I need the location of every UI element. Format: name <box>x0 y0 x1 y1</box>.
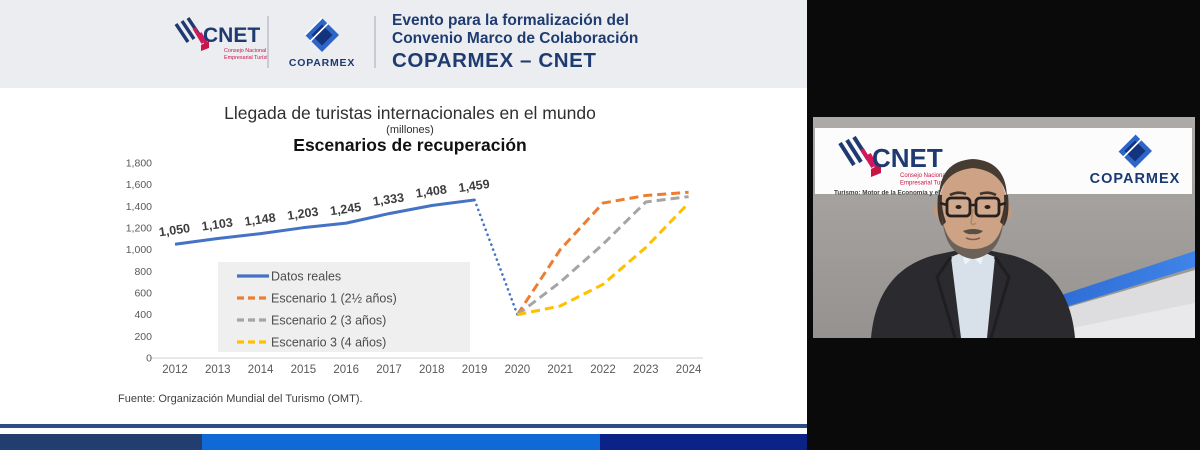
chart-source-note: Fuente: Organización Mundial del Turismo… <box>118 393 363 405</box>
shirt <box>951 248 995 338</box>
coparmex-logo: COPARMEX <box>289 17 355 69</box>
series-line <box>516 190 689 316</box>
y-tick-label: 600 <box>134 288 152 300</box>
legend-label: Escenario 3 (4 años) <box>271 336 386 350</box>
chart-unit-label: (millones) <box>386 124 434 136</box>
banner-cnet-text: CNET <box>872 143 943 173</box>
y-tick-label: 1,800 <box>126 158 152 170</box>
y-tick-label: 1,200 <box>126 223 152 235</box>
banner-cnet-tagline: Turismo: Motor de la Economía y el Creci… <box>834 190 978 197</box>
banner-cnet-sub2: Empresarial Turístico <box>900 181 957 187</box>
event-title-line3: COPARMEX – CNET <box>392 49 597 72</box>
header-divider <box>267 16 269 68</box>
data-label: 1,050 <box>158 221 191 239</box>
x-tick-label: 2016 <box>333 364 359 376</box>
slide-footer-rule <box>0 424 807 428</box>
series-line <box>517 202 690 317</box>
x-tick-label: 2020 <box>505 364 531 376</box>
chart-title-block: Llegada de turistas internacionales en e… <box>118 103 702 155</box>
footer-bar-darkblue <box>600 434 807 450</box>
series-line <box>516 195 689 316</box>
speaker-video: CNET Consejo Nacional Empresarial Turíst… <box>813 117 1195 338</box>
webcam-panel: CNET Consejo Nacional Empresarial Turíst… <box>807 0 1200 450</box>
x-tick-label: 2021 <box>547 364 573 376</box>
eyebrow <box>949 191 967 197</box>
banner-coparmex-logo: COPARMEX <box>1090 133 1181 187</box>
cnet-hash-icon <box>174 17 209 51</box>
x-tick-label: 2022 <box>590 364 616 376</box>
event-title: Evento para la formalización del Conveni… <box>392 12 638 73</box>
x-tick-label: 2017 <box>376 364 402 376</box>
data-label: 1,333 <box>372 191 405 209</box>
banner-cnet-sub1: Consejo Nacional <box>900 173 947 179</box>
y-tick-label: 1,600 <box>126 179 152 191</box>
nose <box>970 208 977 226</box>
x-tick-label: 2015 <box>291 364 317 376</box>
data-label: 1,245 <box>329 200 362 218</box>
footer-bar-navy <box>0 434 202 450</box>
hair <box>939 159 1007 199</box>
banner-coparmex-text: COPARMEX <box>1090 171 1181 187</box>
line-chart: 0 200 400 600 800 1,000 1,200 1,400 1,600 1,800 20… <box>126 158 703 376</box>
banner-coparmex-diamond-icon <box>1117 133 1152 168</box>
cnet-logo-sub2: Empresarial Turístico <box>224 55 268 61</box>
chart-title: Llegada de turistas internacionales en e… <box>224 103 596 123</box>
presentation-slide: CNET Consejo Nacional Empresarial Turíst… <box>0 0 807 450</box>
cnet-logo-sub1: Consejo Nacional <box>224 48 266 54</box>
x-tick-label: 2024 <box>676 364 702 376</box>
x-tick-label: 2019 <box>462 364 488 376</box>
y-tick-label: 200 <box>134 331 152 343</box>
speaker-person <box>871 159 1075 338</box>
series-line <box>174 198 475 246</box>
coparmex-diamond-icon <box>304 17 339 52</box>
data-label: 1,103 <box>201 215 234 233</box>
data-label: 1,148 <box>244 211 277 229</box>
mouth <box>965 237 981 241</box>
data-label: 1,459 <box>458 177 491 195</box>
header-divider <box>374 16 376 68</box>
x-tick-label: 2013 <box>205 364 231 376</box>
event-title-line2: Convenio Marco de Colaboración <box>392 30 639 47</box>
chart-subtitle: Escenarios de recuperación <box>293 135 527 155</box>
legend-label: Escenario 2 (3 años) <box>271 314 386 328</box>
y-tick-label: 400 <box>134 309 152 321</box>
x-tick-label: 2023 <box>633 364 659 376</box>
slide-header: CNET Consejo Nacional Empresarial Turíst… <box>0 0 807 88</box>
mustache <box>963 229 983 235</box>
y-tick-label: 800 <box>134 266 152 278</box>
y-tick-label: 1,400 <box>126 201 152 213</box>
event-title-line1: Evento para la formalización del <box>392 12 629 29</box>
x-tick-label: 2012 <box>162 364 188 376</box>
y-tick-label: 0 <box>146 353 152 365</box>
slide-footer-bars <box>0 434 807 450</box>
eyebrow <box>979 191 997 197</box>
x-tick-label: 2018 <box>419 364 445 376</box>
data-label: 1,203 <box>286 205 319 223</box>
cnet-logo: CNET Consejo Nacional Empresarial Turíst… <box>174 17 268 61</box>
cnet-logo-text: CNET <box>203 24 260 47</box>
x-tick-label: 2014 <box>248 364 274 376</box>
y-tick-label: 1,000 <box>126 244 152 256</box>
banner-cnet-logo: CNET Consejo Nacional Empresarial Turíst… <box>834 135 978 197</box>
coparmex-logo-text: COPARMEX <box>289 57 355 69</box>
footer-bar-blue <box>202 434 600 450</box>
data-label: 1,408 <box>415 182 448 200</box>
series-drop-dotted <box>473 198 519 316</box>
legend-label: Datos reales <box>271 270 341 284</box>
head <box>939 164 1007 250</box>
legend-label: Escenario 1 (2½ años) <box>271 292 397 306</box>
